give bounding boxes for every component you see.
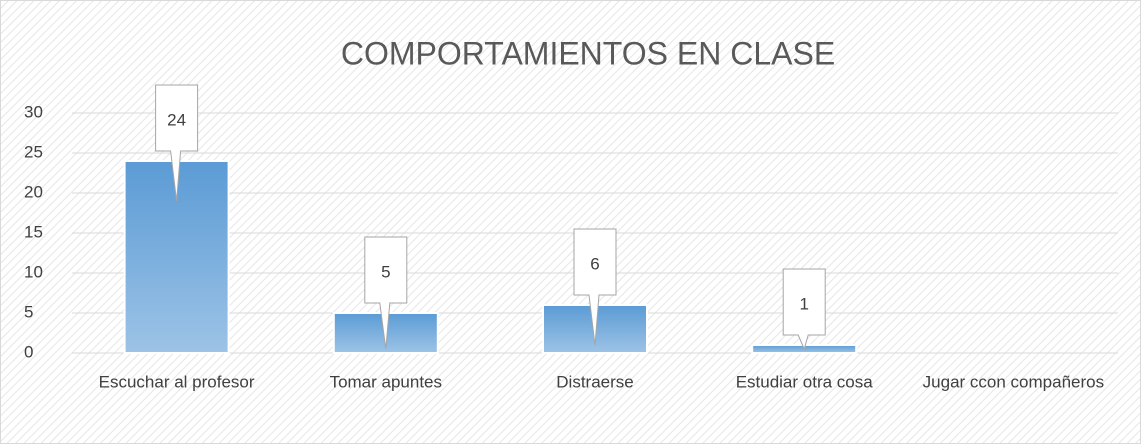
- y-tick-label: 30: [24, 102, 43, 121]
- y-tick-label: 0: [24, 342, 33, 361]
- x-tick-label: Estudiar otra cosa: [736, 372, 874, 391]
- x-tick-label: Distraerse: [556, 372, 633, 391]
- data-label: 5: [381, 262, 390, 281]
- x-tick-label: Escuchar al profesor: [99, 372, 255, 391]
- chart-title: COMPORTAMIENTOS EN CLASE: [341, 35, 835, 71]
- y-tick-label: 10: [24, 262, 43, 281]
- y-tick-label: 15: [24, 222, 43, 241]
- data-label: 24: [167, 110, 186, 129]
- data-label: 1: [799, 294, 808, 313]
- data-label-callout: [573, 228, 617, 346]
- y-tick-label: 25: [24, 142, 43, 161]
- x-tick-label: Tomar apuntes: [330, 372, 442, 391]
- y-tick-label: 5: [24, 302, 33, 321]
- data-label: 6: [590, 254, 599, 273]
- data-label-callout: [155, 84, 199, 202]
- data-label-callout: [364, 236, 408, 350]
- y-tick-label: 20: [24, 182, 43, 201]
- data-label-callout: [782, 268, 826, 351]
- x-tick-label: Jugar ccon compañeros: [923, 372, 1104, 391]
